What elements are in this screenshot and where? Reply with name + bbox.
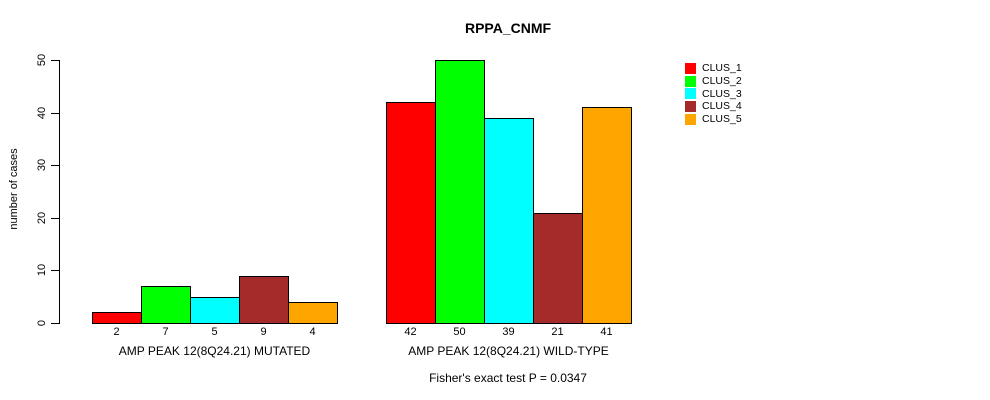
y-axis-tick-label: 50	[36, 53, 48, 67]
y-axis-tick	[51, 323, 59, 324]
bar-clus_2-group1	[141, 286, 191, 324]
legend-item: CLUS_1	[685, 62, 742, 75]
bar-value-label: 7	[162, 326, 169, 338]
legend-swatch-clus_4	[685, 100, 696, 112]
legend-item: CLUS_5	[685, 113, 742, 126]
legend-item: CLUS_3	[685, 87, 742, 100]
category-label-group1: AMP PEAK 12(8Q24.21) MUTATED	[118, 344, 311, 358]
bar-clus_1-group1	[92, 312, 142, 324]
bar-value-label: 4	[309, 326, 316, 338]
bar-clus_1-group2	[386, 102, 436, 324]
y-axis-tick-label: 0	[36, 319, 48, 327]
bar-value-label: 41	[600, 326, 613, 338]
legend-item-label: CLUS_3	[702, 87, 742, 100]
y-axis-tick	[51, 218, 59, 219]
legend-swatch-clus_2	[685, 75, 696, 87]
chart-title: RPPA_CNMF	[464, 20, 552, 36]
bar-value-label: 2	[113, 326, 120, 338]
y-axis-tick	[51, 270, 59, 271]
y-axis-tick	[51, 60, 59, 61]
y-axis-tick-label: 40	[36, 106, 48, 120]
legend-swatch-clus_3	[685, 88, 696, 100]
legend-item: CLUS_2	[685, 75, 742, 88]
bar-clus_5-group2	[582, 107, 632, 324]
y-axis-label: number of cases	[8, 148, 20, 230]
bar-clus_5-group1	[288, 302, 338, 324]
legend-item-label: CLUS_5	[702, 113, 742, 126]
bar-value-label: 50	[453, 326, 466, 338]
y-axis-tick	[51, 113, 59, 114]
legend-swatch-clus_5	[685, 113, 696, 125]
bar-value-label: 21	[551, 326, 564, 338]
legend-item-label: CLUS_4	[702, 100, 742, 113]
bar-clus_3-group1	[190, 297, 240, 324]
legend-item-label: CLUS_1	[702, 62, 742, 75]
bar-clus_4-group2	[533, 213, 583, 324]
y-axis-tick-label: 10	[36, 263, 48, 277]
legend-item: CLUS_4	[685, 100, 742, 113]
fisher-test-annotation: Fisher's exact test P = 0.0347	[429, 371, 587, 385]
bar-value-label: 39	[502, 326, 515, 338]
bar-clus_2-group2	[435, 60, 485, 324]
bar-clus_3-group2	[484, 118, 534, 324]
legend: CLUS_1 CLUS_2 CLUS_3 CLUS_4 CLUS_5	[685, 62, 742, 125]
bar-clus_4-group1	[239, 276, 289, 324]
bar-value-label: 42	[404, 326, 417, 338]
bar-value-label: 5	[211, 326, 218, 338]
legend-swatch-clus_1	[685, 62, 696, 74]
y-axis-line	[59, 60, 60, 324]
category-label-group2: AMP PEAK 12(8Q24.21) WILD-TYPE	[408, 344, 609, 358]
y-axis-tick	[51, 165, 59, 166]
legend-item-label: CLUS_2	[702, 75, 742, 88]
bar-value-label: 9	[260, 326, 267, 338]
y-axis-tick-label: 20	[36, 211, 48, 225]
y-axis-tick-label: 30	[36, 158, 48, 172]
